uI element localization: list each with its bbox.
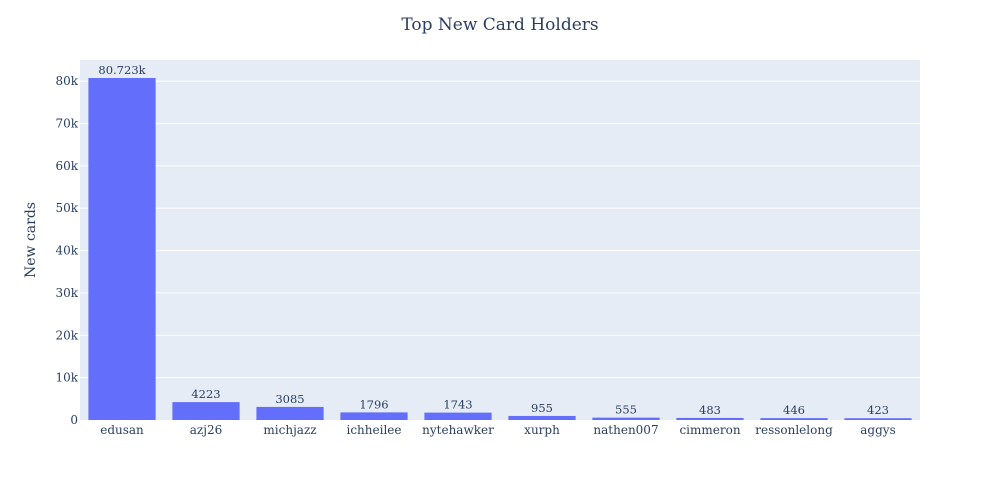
bar-xurph[interactable] bbox=[508, 415, 576, 420]
bar-aggys[interactable] bbox=[844, 418, 912, 420]
y-tick-label: 20k bbox=[55, 328, 78, 342]
y-tick-label: 10k bbox=[55, 371, 78, 385]
bar-nytehawker[interactable] bbox=[424, 412, 492, 420]
y-tick-label: 30k bbox=[55, 286, 78, 300]
bar-edusan[interactable] bbox=[88, 78, 156, 420]
bar-nathen007[interactable] bbox=[592, 417, 660, 420]
x-tick-label-xurph: xurph bbox=[524, 423, 560, 437]
x-tick-label-edusan: edusan bbox=[100, 423, 144, 437]
plot-area bbox=[80, 60, 920, 420]
data-label-azj26: 4223 bbox=[191, 387, 220, 401]
y-axis-title: New cards bbox=[23, 202, 39, 278]
x-tick-label-michjazz: michjazz bbox=[263, 423, 316, 437]
x-tick-label-nytehawker: nytehawker bbox=[422, 423, 494, 437]
x-tick-label-aggys: aggys bbox=[860, 423, 895, 437]
data-label-ressonlelong: 446 bbox=[783, 403, 805, 417]
y-axis-ticks: 0 10k 20k 30k 40k 50k 60k 70k 80k bbox=[55, 74, 78, 427]
data-label-cimmeron: 483 bbox=[699, 403, 721, 417]
y-tick-label: 50k bbox=[55, 201, 78, 215]
data-label-michjazz: 3085 bbox=[275, 392, 304, 406]
y-tick-label: 80k bbox=[55, 74, 78, 88]
y-tick-label: 60k bbox=[55, 159, 78, 173]
data-label-edusan: 80.723k bbox=[98, 63, 146, 77]
gridlines bbox=[80, 80, 920, 379]
data-labels: 80.723k 4223 3085 1796 1743 955 555 483 446 423 bbox=[98, 63, 889, 417]
data-label-nathen007: 555 bbox=[615, 403, 637, 417]
data-label-aggys: 423 bbox=[867, 403, 889, 417]
y-tick-label: 0 bbox=[70, 413, 78, 427]
x-tick-label-nathen007: nathen007 bbox=[593, 423, 658, 437]
chart-title: Top New Card Holders bbox=[401, 15, 598, 35]
bar-michjazz[interactable] bbox=[256, 406, 324, 420]
bar-ressonlelong[interactable] bbox=[760, 418, 828, 420]
x-tick-label-ressonlelong: ressonlelong bbox=[755, 423, 833, 437]
x-tick-label-cimmeron: cimmeron bbox=[679, 423, 740, 437]
data-label-ichheilee: 1796 bbox=[359, 397, 388, 411]
data-label-nytehawker: 1743 bbox=[443, 398, 472, 412]
x-axis-ticks: edusan azj26 michjazz ichheilee nytehawker xu… bbox=[100, 423, 896, 437]
x-tick-label-ichheilee: ichheilee bbox=[347, 423, 402, 437]
x-tick-label-azj26: azj26 bbox=[190, 423, 222, 437]
data-label-xurph: 955 bbox=[531, 401, 553, 415]
bar-cimmeron[interactable] bbox=[676, 417, 744, 420]
bars bbox=[88, 78, 912, 420]
y-tick-label: 40k bbox=[55, 244, 78, 258]
bar-ichheilee[interactable] bbox=[340, 412, 408, 420]
y-tick-label: 70k bbox=[55, 116, 78, 130]
bar-azj26[interactable] bbox=[172, 402, 240, 420]
